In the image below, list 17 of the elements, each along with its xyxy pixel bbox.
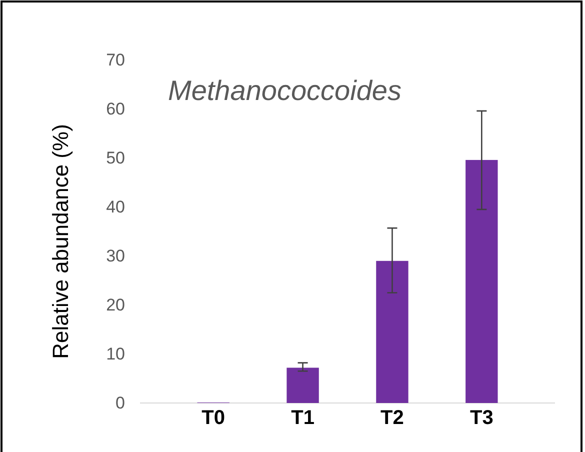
x-tick-label: T2 bbox=[380, 407, 404, 429]
y-tick-label: 30 bbox=[106, 246, 125, 266]
x-tick-label: T0 bbox=[202, 407, 226, 429]
y-tick-label: 70 bbox=[106, 50, 125, 70]
x-tick-label: T3 bbox=[470, 407, 494, 429]
text: Methanococcoides bbox=[168, 75, 402, 106]
y-tick-label: 20 bbox=[106, 295, 125, 314]
y-tick-label: 10 bbox=[106, 344, 125, 364]
y-tick-label: 40 bbox=[106, 197, 125, 216]
y-axis-title: Relative abundance (%) bbox=[48, 124, 73, 359]
x-tick-label: T1 bbox=[291, 407, 314, 429]
y-tick-label: 60 bbox=[106, 99, 125, 118]
bar bbox=[466, 160, 498, 403]
y-tick-label: 50 bbox=[106, 148, 125, 168]
bar bbox=[286, 368, 319, 403]
y-tick-label: 0 bbox=[116, 393, 125, 412]
bar bbox=[376, 260, 408, 403]
